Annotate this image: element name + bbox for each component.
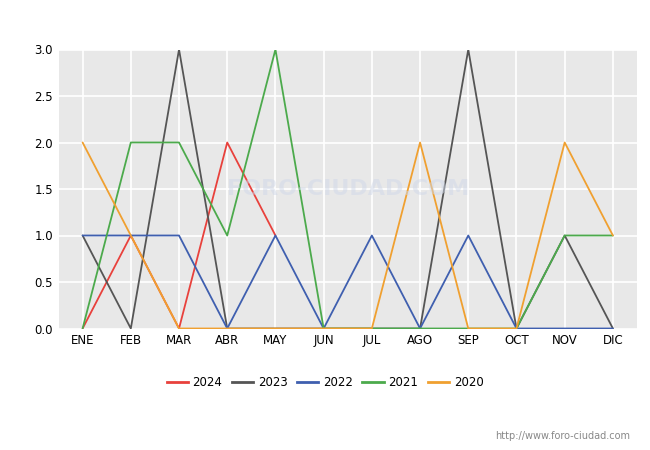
Text: http://www.foro-ciudad.com: http://www.foro-ciudad.com [495,431,630,441]
Legend: 2024, 2023, 2022, 2021, 2020: 2024, 2023, 2022, 2021, 2020 [166,376,484,389]
Text: Matriculaciones de Vehiculos en Valdeobispo: Matriculaciones de Vehiculos en Valdeobi… [139,9,511,27]
Text: FORO-CIUDAD.COM: FORO-CIUDAD.COM [227,179,469,199]
